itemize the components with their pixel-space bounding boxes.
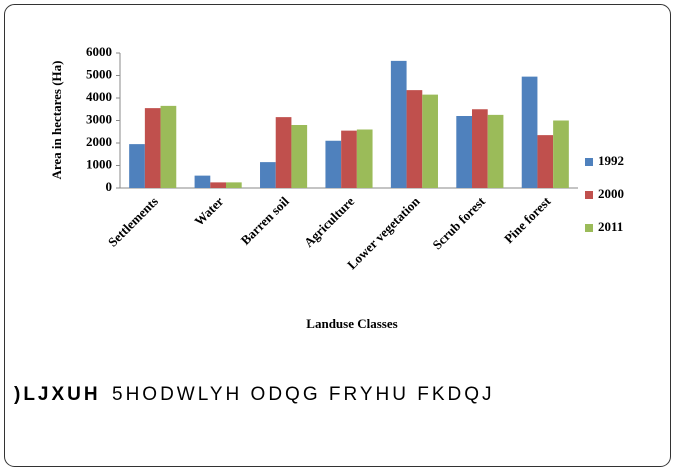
legend-label: 2000	[598, 186, 624, 201]
bar	[472, 109, 488, 188]
y-tick-label: 6000	[86, 44, 112, 59]
legend-swatch	[585, 191, 593, 199]
legend-label: 2011	[598, 219, 623, 234]
bar	[521, 76, 538, 188]
bar	[487, 114, 504, 188]
caption-text: 5HODWLYH ODQG FRYHU FKDQJ	[112, 384, 495, 405]
y-tick-label: 4000	[86, 89, 112, 104]
bar	[144, 108, 161, 188]
y-axis-title: Area in hectares (Ha)	[49, 60, 64, 179]
y-tick-label: 0	[106, 179, 113, 194]
bar	[390, 60, 407, 188]
bar	[537, 135, 554, 188]
y-tick-label: 3000	[86, 111, 112, 126]
bar	[225, 182, 242, 188]
bar	[194, 175, 211, 188]
bar	[456, 116, 473, 188]
bar	[160, 105, 177, 188]
legend-label: 1992	[598, 153, 624, 168]
bar	[406, 90, 423, 188]
bar	[210, 182, 226, 188]
bar	[422, 94, 438, 188]
bar	[553, 120, 569, 188]
y-tick-label: 2000	[86, 134, 112, 149]
caption-label: )LJXUH	[14, 384, 101, 405]
y-tick-label: 5000	[86, 66, 112, 81]
bar	[325, 140, 342, 188]
bar	[356, 129, 373, 188]
bar	[275, 117, 292, 188]
bar	[341, 130, 357, 188]
legend-swatch	[585, 158, 593, 166]
y-tick-label: 1000	[86, 156, 112, 171]
legend-swatch	[585, 224, 593, 232]
bar	[291, 125, 308, 188]
bar	[129, 144, 145, 188]
bar	[260, 162, 276, 188]
x-axis-title: Landuse Classes	[306, 316, 397, 331]
